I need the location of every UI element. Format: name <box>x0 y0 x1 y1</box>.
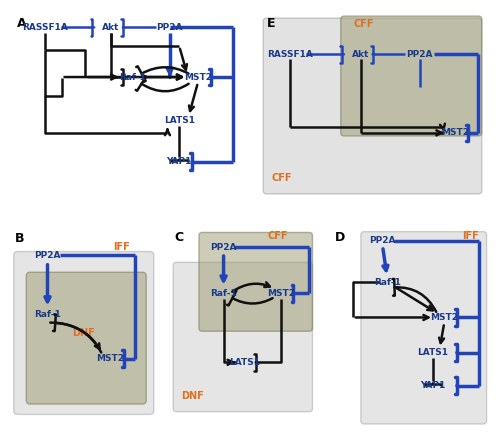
Text: DNF: DNF <box>180 391 204 401</box>
Text: PP2A: PP2A <box>210 243 237 252</box>
Text: IFF: IFF <box>462 231 478 241</box>
Text: RASSF1A: RASSF1A <box>268 50 313 59</box>
Text: CFF: CFF <box>272 172 292 183</box>
Text: IFF: IFF <box>113 242 130 253</box>
Text: E: E <box>267 17 275 30</box>
Text: PP2A: PP2A <box>34 251 61 260</box>
Text: RASSF1A: RASSF1A <box>22 23 68 32</box>
Text: MST2: MST2 <box>184 73 212 81</box>
Text: PP2A: PP2A <box>156 23 183 32</box>
Text: Raf-1: Raf-1 <box>210 289 237 298</box>
Text: CFF: CFF <box>354 19 374 29</box>
Text: Raf-1: Raf-1 <box>374 278 400 287</box>
Text: Raf-1: Raf-1 <box>119 73 146 81</box>
Text: LATS1: LATS1 <box>230 358 260 367</box>
FancyBboxPatch shape <box>14 252 154 414</box>
Text: MST2: MST2 <box>430 313 458 322</box>
Text: A: A <box>17 17 26 30</box>
Text: YAP1: YAP1 <box>166 158 192 166</box>
Text: PP2A: PP2A <box>406 50 433 59</box>
Text: DNF: DNF <box>72 328 95 338</box>
FancyBboxPatch shape <box>26 272 146 404</box>
Text: Raf-1: Raf-1 <box>34 310 61 319</box>
Text: B: B <box>15 232 24 245</box>
Text: MST2: MST2 <box>441 128 469 137</box>
FancyBboxPatch shape <box>199 232 312 331</box>
Text: Akt: Akt <box>352 50 370 59</box>
Text: Akt: Akt <box>102 23 120 32</box>
Text: YAP1: YAP1 <box>420 381 446 390</box>
Text: PP2A: PP2A <box>370 236 396 246</box>
Text: LATS1: LATS1 <box>418 348 448 357</box>
Text: LATS1: LATS1 <box>164 116 194 125</box>
Text: D: D <box>334 231 345 244</box>
Text: CFF: CFF <box>268 231 288 241</box>
FancyBboxPatch shape <box>263 18 482 194</box>
FancyBboxPatch shape <box>173 262 312 412</box>
FancyBboxPatch shape <box>361 231 486 424</box>
Text: MST2: MST2 <box>96 354 124 363</box>
FancyBboxPatch shape <box>341 16 482 136</box>
Text: C: C <box>174 231 184 244</box>
Text: MST2: MST2 <box>268 289 295 298</box>
